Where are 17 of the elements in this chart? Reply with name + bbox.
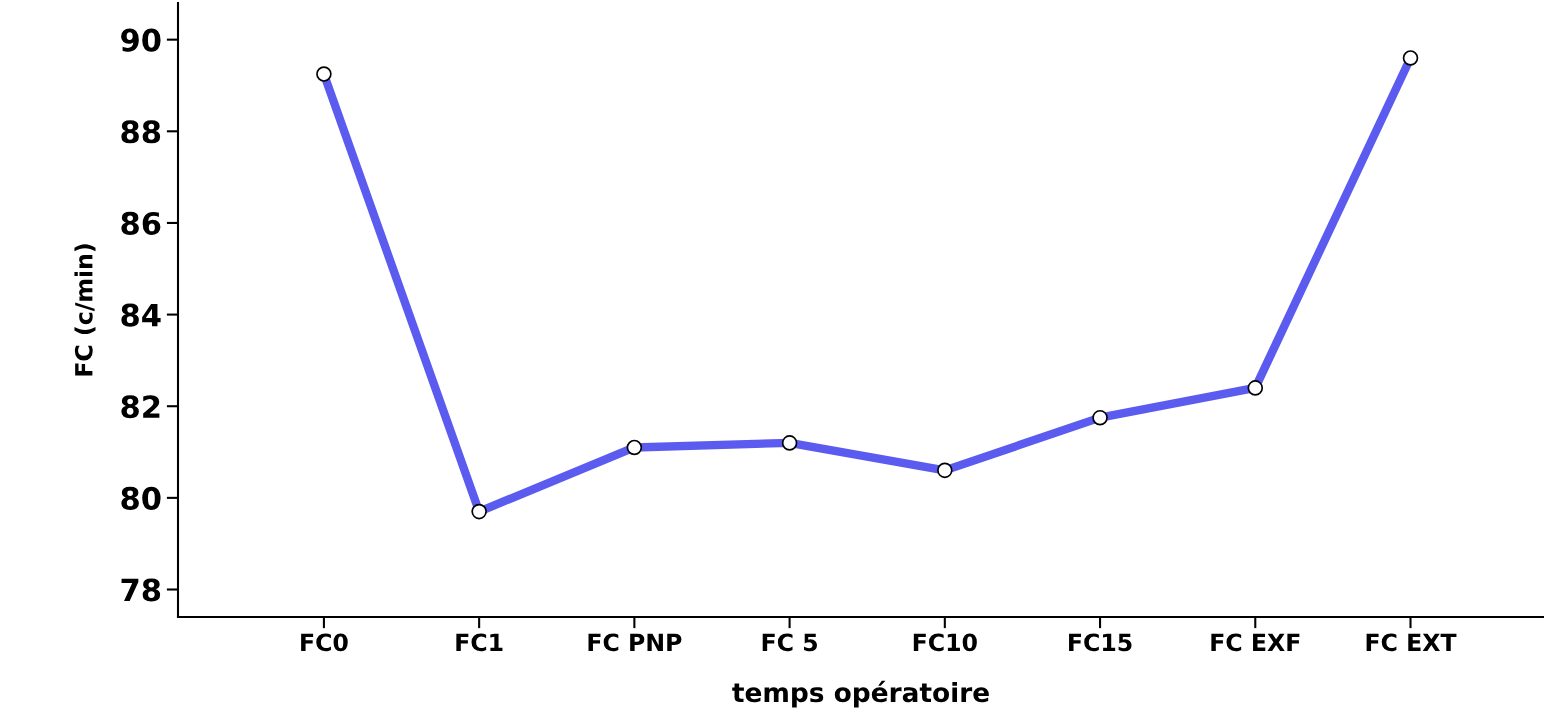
x-tick-label: FC EXF <box>1211 633 1300 652</box>
y-tick-label: 88 <box>121 120 161 144</box>
y-axis-title: FC (c/min) <box>74 244 96 376</box>
x-tick-label: FC PNP <box>588 633 682 652</box>
x-tick-label: FC10 <box>913 633 977 652</box>
y-tick-label: 78 <box>121 578 161 602</box>
x-tick-label: FC 5 <box>762 633 817 652</box>
x-tick-label: FC EXT <box>1366 633 1457 652</box>
x-axis-title: temps opératoire <box>732 680 989 708</box>
y-tick-label: 82 <box>121 395 160 419</box>
y-tick-label: 90 <box>121 28 161 52</box>
x-tick-label: FC1 <box>456 633 503 652</box>
x-tick-label: FC0 <box>301 633 348 652</box>
y-tick-label: 86 <box>121 211 161 235</box>
y-tick-label: 84 <box>121 303 161 327</box>
y-tick-label: 80 <box>121 486 161 510</box>
x-tick-label: FC15 <box>1069 633 1132 652</box>
